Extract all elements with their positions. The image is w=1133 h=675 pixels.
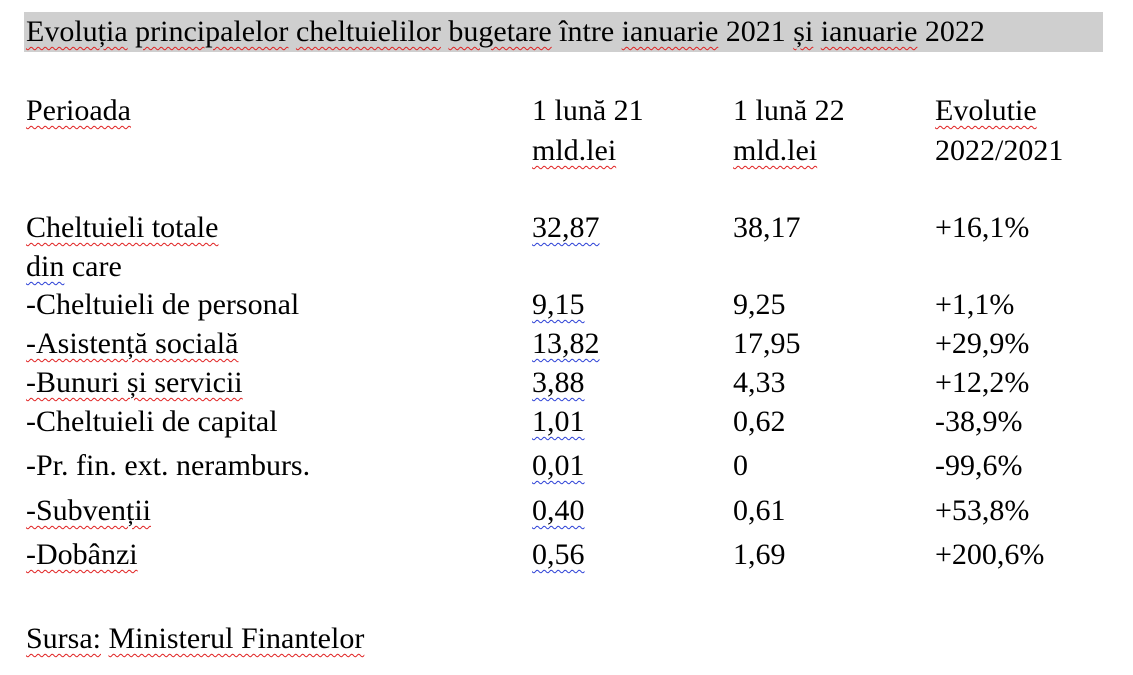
row-evolution: +200,6% [935, 538, 1045, 571]
row-label: -Cheltuieli de capital [26, 405, 278, 438]
row-value-2022: 1,69 [733, 538, 786, 571]
row-evolution: +12,2% [935, 366, 1030, 399]
header-period: Perioada [26, 94, 131, 127]
row-value-2022: 17,95 [733, 327, 801, 360]
header-evolution-period: 2022/2021 [935, 134, 1064, 167]
title-word: ianuarie [621, 15, 719, 48]
table-row: -Pr. fin. ext. neramburs. 0,01 0 -99,6% [0, 451, 1133, 489]
table-row: Cheltuieli totale 32,87 38,17 +16,1% [0, 213, 1133, 251]
table-row: -Asistență socială 13,82 17,95 +29,9% [0, 329, 1133, 367]
title-word: ianuarie [820, 15, 918, 48]
source-note: Sursa: Ministerul Finantelor [26, 624, 364, 654]
row-value-2021: 3,88 [532, 366, 585, 399]
title-word: bugetare [448, 15, 552, 48]
header-jan22: 1 lună 22 [733, 94, 845, 127]
row-value-2022: 9,25 [733, 288, 786, 321]
row-value-2022: 38,17 [733, 211, 801, 244]
row-label: -Pr. fin. ext. neramburs. [26, 449, 311, 482]
header-evolution: Evolutie [935, 94, 1037, 127]
row-evolution: +16,1% [935, 211, 1030, 244]
source-label: Sursa: [26, 622, 101, 655]
row-value-2021: 0,40 [532, 494, 585, 527]
title-word: 2021 [725, 15, 786, 48]
table-row: -Bunuri și servicii 3,88 4,33 +12,2% [0, 368, 1133, 406]
row-evolution: -99,6% [935, 449, 1023, 482]
row-label: -Cheltuieli de personal [26, 288, 300, 321]
row-label: -Subvenții [26, 494, 151, 527]
title-highlight [24, 12, 1103, 52]
row-value-2021: 9,15 [532, 288, 585, 321]
row-value-2021: 0,56 [532, 538, 585, 571]
row-value-2021: 32,87 [532, 211, 600, 244]
row-label: -Asistență socială [26, 327, 239, 360]
header-jan21-unit: mld.lei [532, 134, 617, 167]
header-jan22-unit: mld.lei [733, 134, 818, 167]
title-word: Evoluția [26, 15, 128, 48]
title-word: cheltuielilor [295, 15, 441, 48]
row-evolution: +53,8% [935, 494, 1030, 527]
row-label: -Bunuri și servicii [26, 366, 243, 399]
row-evolution: +29,9% [935, 327, 1030, 360]
row-label: -Dobânzi [26, 538, 138, 571]
row-value-2022: 0,61 [733, 494, 786, 527]
row-evolution: +1,1% [935, 288, 1015, 321]
title-word: 2022 [924, 15, 985, 48]
title-word: și [793, 15, 814, 48]
row-evolution: -38,9% [935, 405, 1023, 438]
row-label: din care [26, 250, 122, 283]
row-value-2021: 1,01 [532, 405, 585, 438]
row-value-2022: 0,62 [733, 405, 786, 438]
table-row: -Dobânzi 0,56 1,69 +200,6% [0, 540, 1133, 578]
table-row: -Cheltuieli de capital 1,01 0,62 -38,9% [0, 407, 1133, 445]
row-label-word: din [26, 250, 65, 283]
row-value-2021: 0,01 [532, 449, 585, 482]
document-title: Evoluția principalelor cheltuielilor bug… [26, 17, 985, 47]
source-value: Ministerul Finantelor [108, 622, 365, 655]
title-word: principalelor [135, 15, 289, 48]
table-row: -Cheltuieli de personal 9,15 9,25 +1,1% [0, 290, 1133, 328]
title-word: între [559, 15, 615, 48]
row-value-2022: 0 [733, 449, 748, 482]
header-jan21: 1 lună 21 [532, 94, 644, 127]
row-value-2021: 13,82 [532, 327, 600, 360]
row-label: Cheltuieli totale [26, 211, 219, 244]
row-value-2022: 4,33 [733, 366, 786, 399]
table-row: -Subvenții 0,40 0,61 +53,8% [0, 496, 1133, 534]
table-row: din care [0, 252, 1133, 290]
